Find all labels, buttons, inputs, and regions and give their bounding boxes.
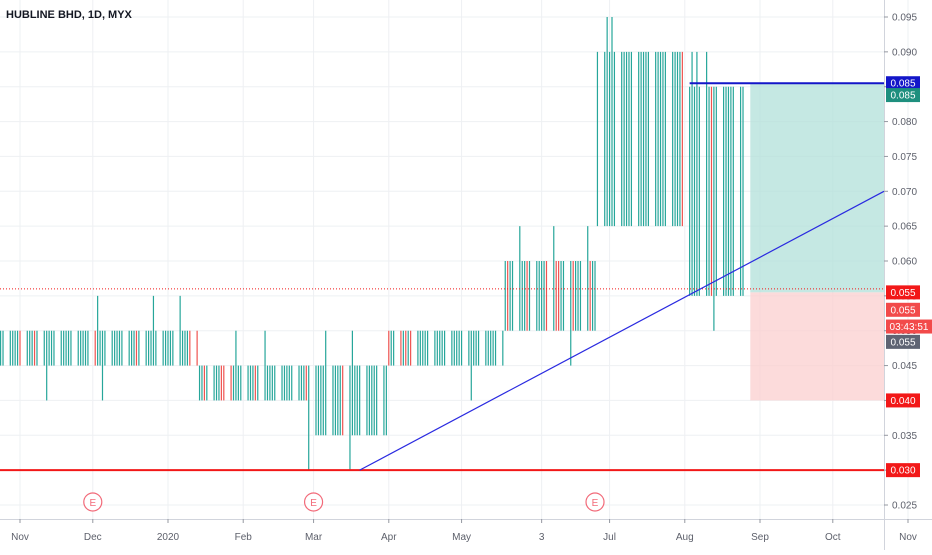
price-axis-label: 0.055 <box>886 302 920 317</box>
price-axis-label-bg <box>886 302 920 317</box>
price-axis-label-text: 0.055 <box>890 305 915 316</box>
chart-title: HUBLINE BHD, 1D, MYX <box>6 9 132 21</box>
price-axis-label-text: 0.040 <box>890 396 915 407</box>
price-axis-label-bg <box>886 463 920 478</box>
price-axis-label-bg <box>886 88 920 103</box>
time-axis-tick-label: Mar <box>305 532 323 543</box>
price-axis-label: 03:43:51 <box>886 319 932 334</box>
price-axis-label-text: 0.030 <box>890 466 915 477</box>
time-axis-tick-label: Oct <box>825 532 841 543</box>
earnings-marker: E <box>585 492 605 512</box>
price-axis-tick-label: 0.060 <box>892 257 917 268</box>
price-axis-label-text: 0.085 <box>890 91 915 102</box>
price-axis-label-text: 0.085 <box>890 79 915 90</box>
time-axis-tick-label: Aug <box>676 532 694 543</box>
earnings-marker-circle <box>83 492 103 512</box>
price-axis-tick-label: 0.045 <box>892 361 917 372</box>
time-axis-tick-label: 3 <box>539 532 545 543</box>
price-axis-label: 0.040 <box>886 393 920 408</box>
price-axis-tick-label: 0.025 <box>892 501 917 512</box>
time-axis-tick-label: Nov <box>899 532 917 543</box>
trend-line <box>359 190 885 471</box>
time-axis-tick-label: Sep <box>751 532 769 543</box>
price-axis-label-text: 03:43:51 <box>890 322 929 333</box>
price-axis-label: 0.055 <box>886 285 920 300</box>
time-axis-tick-label: Apr <box>381 532 397 543</box>
time-axis-tick-label: Dec <box>84 532 102 543</box>
price-axis-label-bg <box>886 319 932 334</box>
price-axis-label-bg <box>886 393 920 408</box>
price-axis-tick-label: 0.090 <box>892 47 917 58</box>
earnings-marker-circle <box>303 492 324 512</box>
earnings-marker: E <box>83 492 103 512</box>
position-profit-zone <box>750 83 884 293</box>
price-axis-label: 0.085 <box>886 88 920 103</box>
time-axis-tick-label: May <box>452 532 471 543</box>
price-axis-label-text: 0.055 <box>890 288 915 299</box>
price-axis-label: 0.055 <box>886 334 920 349</box>
price-axis-tick-label: 0.075 <box>892 152 917 163</box>
time-axis-tick-label: Feb <box>235 532 253 543</box>
earnings-marker-circle <box>585 492 605 512</box>
price-axis-label-bg <box>886 76 920 91</box>
earnings-marker-label: E <box>592 498 599 509</box>
earnings-marker-label: E <box>89 498 96 509</box>
price-axis-tick-label: 0.035 <box>892 431 917 442</box>
price-axis-label-bg <box>886 334 920 349</box>
position-loss-zone <box>750 292 884 401</box>
time-axis-tick-label: 2020 <box>157 532 180 543</box>
time-axis-tick-label: Jul <box>603 532 616 543</box>
price-bars <box>0 17 744 471</box>
price-axis-label: 0.085 <box>886 76 920 91</box>
price-axis-label-text: 0.055 <box>890 337 915 348</box>
time-axis-tick-label: Nov <box>11 532 29 543</box>
price-axis-label-bg <box>886 285 920 300</box>
price-axis-tick-label: 0.070 <box>892 187 917 198</box>
price-axis-tick-label: 0.080 <box>892 117 917 128</box>
price-axis-tick-label: 0.065 <box>892 222 917 233</box>
price-axis-tick-label: 0.095 <box>892 13 917 24</box>
earnings-marker-label: E <box>310 498 317 509</box>
price-axis-label: 0.030 <box>886 463 920 478</box>
earnings-marker: E <box>303 492 324 512</box>
